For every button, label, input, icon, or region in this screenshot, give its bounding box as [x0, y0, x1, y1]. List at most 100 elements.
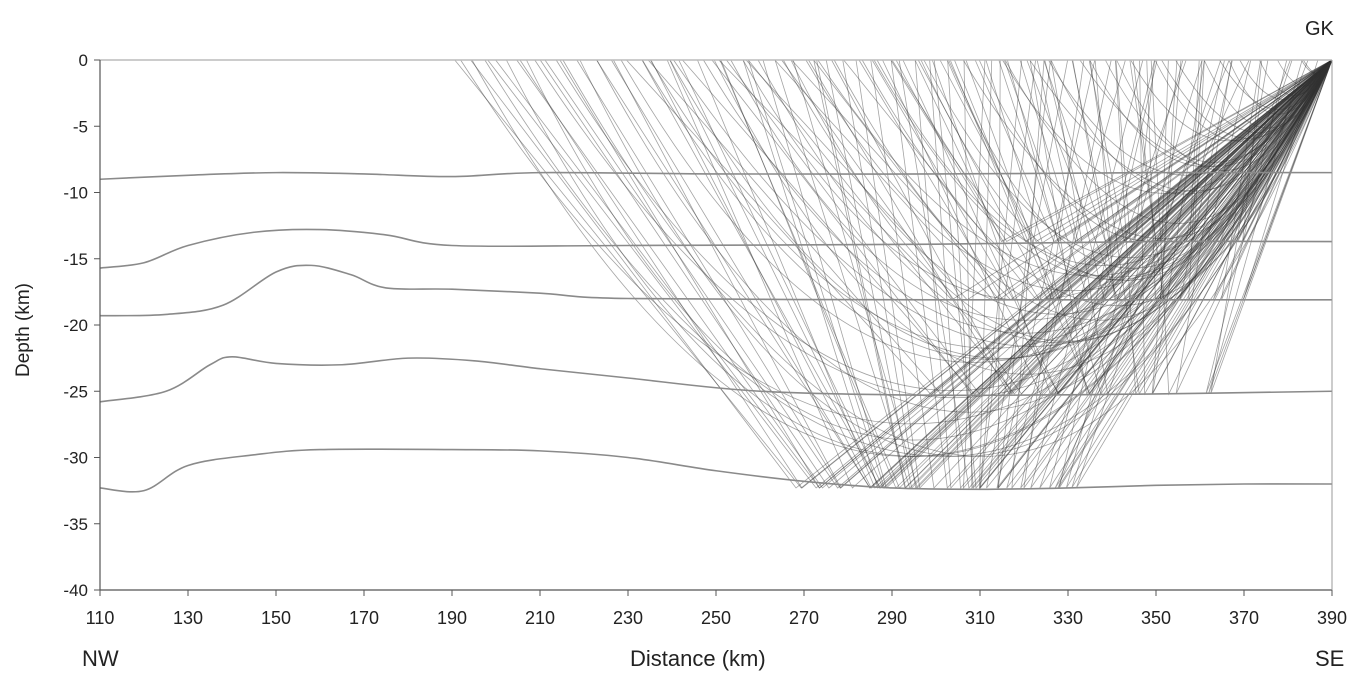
ray-path: [562, 59, 1333, 457]
ray-path: [1048, 59, 1333, 176]
ray-path: [870, 59, 1333, 489]
chart-axes: [94, 59, 1333, 596]
y-tick-label: -5: [73, 117, 88, 136]
ray-path: [495, 59, 1333, 489]
y-tick-label: -25: [63, 382, 88, 401]
ray-path: [1239, 59, 1333, 100]
ray-path: [1228, 59, 1333, 115]
ray-path: [519, 59, 1333, 489]
ray-path: [962, 59, 1333, 490]
ray-path: [996, 59, 1333, 489]
ray-path: [929, 59, 1333, 489]
ray-path: [931, 59, 1333, 395]
ray-path: [974, 59, 1333, 243]
x-tick-label: 130: [173, 608, 203, 628]
ray-path: [1154, 59, 1333, 142]
y-tick-label: -20: [63, 316, 88, 335]
ray-path: [1023, 59, 1333, 489]
ray-path: [1175, 59, 1333, 133]
x-tick-label: 250: [701, 608, 731, 628]
x-axis-label: Distance (km): [630, 646, 766, 671]
ray-path: [790, 59, 1333, 342]
x-tick-label: 210: [525, 608, 555, 628]
ray-path: [962, 59, 1333, 240]
ray-path: [861, 59, 1333, 307]
ray-path: [747, 59, 1333, 395]
ray-path: [1006, 59, 1333, 489]
ray-path: [669, 59, 1333, 359]
ray-path: [641, 59, 1333, 360]
y-axis-label: Depth (km): [13, 283, 34, 377]
ray-path: [986, 59, 1333, 489]
ray-path: [620, 59, 1333, 363]
y-tick-label: -15: [63, 250, 88, 269]
ray-path: [979, 59, 1333, 490]
ray-path: [1301, 59, 1333, 75]
ray-path: [914, 59, 1333, 489]
ray-path: [682, 59, 1333, 395]
x-tick-label: 330: [1053, 608, 1083, 628]
ray-path: [484, 59, 1333, 457]
ray-path: [534, 59, 1333, 398]
ray-path: [963, 59, 1333, 490]
ray-path: [1277, 59, 1333, 87]
station-label-gk: GK: [1305, 18, 1334, 40]
x-tick-label: 150: [261, 608, 291, 628]
x-tick-label: 310: [965, 608, 995, 628]
ray-path: [1130, 59, 1333, 142]
ray-path: [626, 59, 1333, 395]
ray-path: [711, 59, 1333, 395]
y-tick-label: 0: [79, 51, 88, 70]
interface-line: [99, 355, 1333, 403]
ray-path: [487, 59, 1333, 489]
ray-path: [947, 59, 1333, 490]
ray-path: [1219, 59, 1333, 110]
ray-path: [997, 59, 1333, 490]
x-tick-label: 110: [86, 608, 115, 628]
interface-line: [99, 264, 1332, 317]
ray-path: [611, 59, 1333, 489]
ray-path: [1004, 59, 1333, 224]
ray-path: [902, 59, 1333, 395]
ray-path: [506, 59, 1333, 457]
interface-line: [99, 171, 1333, 181]
ray-path: [808, 59, 1333, 395]
ray-path: [730, 59, 1333, 321]
ray-path: [923, 59, 1333, 258]
ray-path: [1019, 59, 1333, 243]
ray-path: [1105, 59, 1333, 163]
x-tick-label: 170: [349, 608, 379, 628]
x-tick-label: 190: [437, 608, 467, 628]
ray-path: [576, 59, 1333, 489]
ray-path: [596, 59, 1333, 489]
direction-label-se: SE: [1315, 646, 1345, 671]
ray-path: [1116, 59, 1333, 171]
ray-path: [817, 59, 1333, 277]
ray-paths: [454, 59, 1333, 490]
ray-path: [890, 59, 1333, 489]
ray-path: [933, 59, 1333, 489]
ray-path: [713, 59, 1333, 375]
ray-path: [1089, 59, 1333, 167]
interface-line: [99, 228, 1333, 269]
x-tick-label: 290: [877, 608, 907, 628]
ray-path: [1020, 59, 1333, 489]
ray-path: [939, 59, 1333, 243]
ray-path: [650, 59, 1333, 489]
ray-path: [470, 59, 1333, 489]
x-tick-label: 270: [789, 608, 819, 628]
x-tick-label: 390: [1317, 608, 1347, 628]
ray-path: [1071, 59, 1333, 489]
y-tick-label: -30: [63, 449, 88, 468]
ray-path: [613, 59, 1333, 489]
ray-path: [782, 59, 1333, 315]
velocity-interfaces: [99, 59, 1333, 493]
ray-path: [1050, 59, 1333, 195]
ray-path: [979, 59, 1333, 490]
ray-path: [579, 59, 1333, 457]
ray-path: [1011, 59, 1333, 490]
ray-path: [596, 59, 1333, 413]
tick-labels: 110 130 150 170 190 210 230 250 270 290 310 330 350 3…: [63, 51, 1347, 628]
ray-path: [895, 59, 1333, 278]
